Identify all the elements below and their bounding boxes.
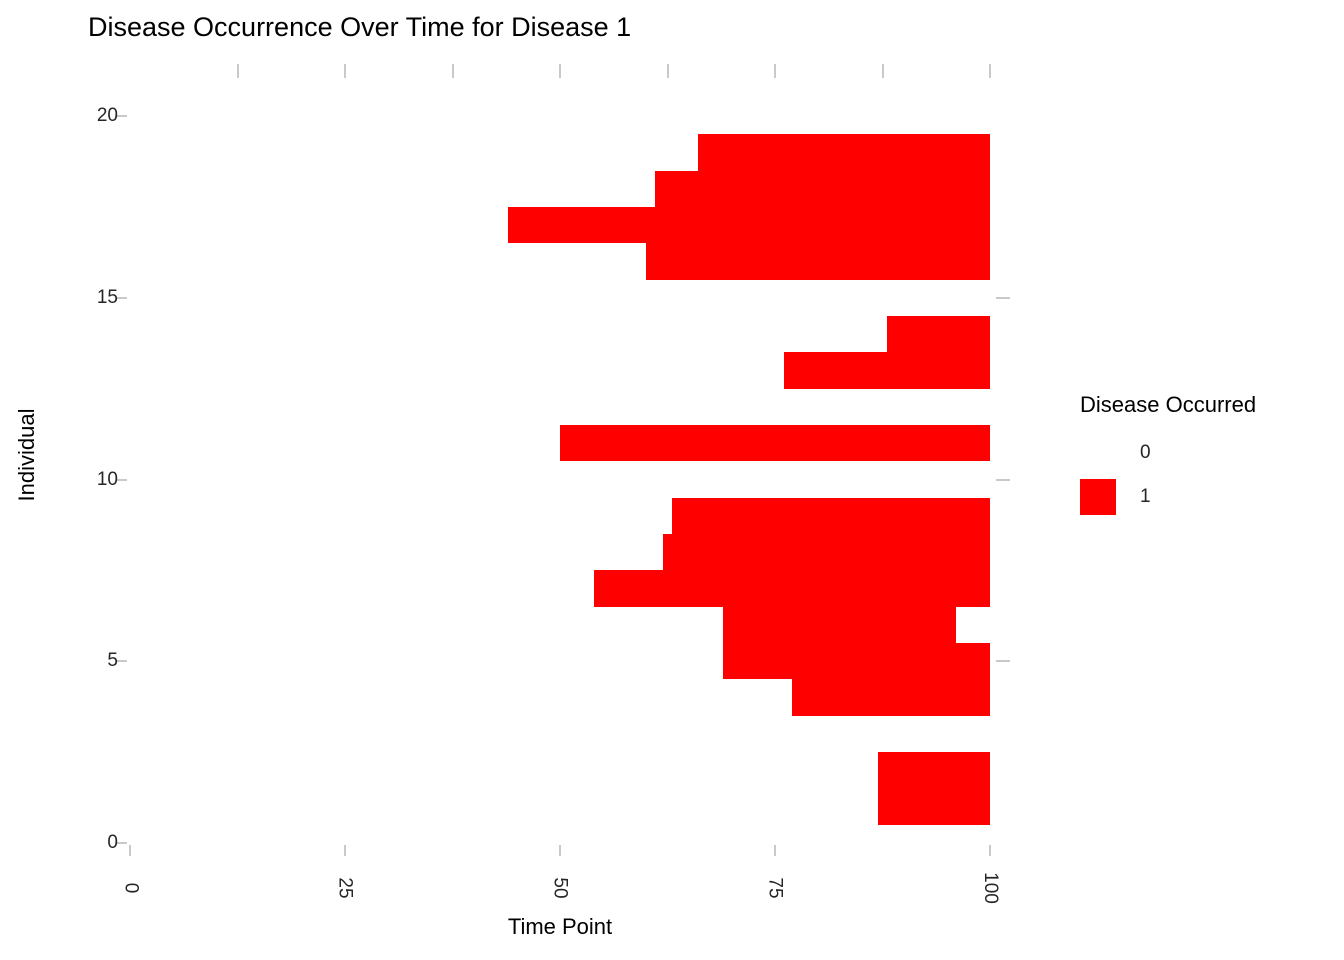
y-tick-mark bbox=[116, 660, 127, 663]
disease-bar bbox=[792, 679, 990, 716]
disease-bar bbox=[671, 497, 990, 535]
disease-bar bbox=[654, 170, 990, 207]
top-tick-mark bbox=[774, 64, 776, 78]
x-tick-label-text: 100 bbox=[979, 872, 1001, 904]
disease-bar bbox=[560, 424, 990, 462]
x-tick-mark bbox=[129, 845, 131, 856]
legend-item-label: 1 bbox=[1140, 486, 1151, 507]
disease-bar bbox=[594, 570, 990, 607]
y-tick-mark bbox=[116, 842, 127, 844]
x-tick-label: 100 bbox=[950, 872, 1030, 904]
x-tick-label: 50 bbox=[520, 876, 600, 900]
top-tick-mark bbox=[236, 64, 239, 78]
x-axis-title: Time Point bbox=[507, 914, 613, 939]
disease-bar bbox=[878, 788, 990, 825]
x-tick-label: 75 bbox=[735, 876, 815, 900]
disease-bar bbox=[697, 134, 990, 171]
legend-title: Disease Occurred bbox=[1080, 392, 1257, 417]
disease-bar bbox=[508, 206, 990, 244]
x-tick-label-text: 0 bbox=[119, 882, 141, 894]
x-tick-mark bbox=[344, 845, 346, 856]
legend-item-label: 0 bbox=[1140, 442, 1151, 463]
x-tick-label: 0 bbox=[90, 876, 170, 900]
disease-bar bbox=[723, 643, 990, 680]
y-tick-label: 0 bbox=[107, 832, 118, 853]
chart-title: Disease Occurrence Over Time for Disease… bbox=[88, 12, 632, 42]
top-tick-mark bbox=[989, 64, 991, 78]
top-tick-mark bbox=[881, 64, 884, 78]
right-tick-mark bbox=[996, 478, 1010, 481]
y-tick-label: 15 bbox=[96, 286, 118, 308]
x-tick-mark bbox=[989, 845, 991, 856]
x-tick-label-text: 75 bbox=[764, 877, 786, 899]
y-tick-label: 10 bbox=[96, 468, 118, 490]
x-tick-label-text: 25 bbox=[334, 877, 356, 899]
x-tick-mark bbox=[559, 845, 561, 856]
legend-key-swatch bbox=[1080, 435, 1116, 471]
top-tick-mark bbox=[344, 64, 346, 78]
top-tick-mark bbox=[451, 64, 454, 78]
disease-bar bbox=[723, 606, 956, 644]
y-tick-mark bbox=[116, 115, 127, 117]
y-axis-title: Individual bbox=[14, 408, 39, 502]
disease-bar bbox=[878, 752, 990, 789]
x-tick-mark bbox=[774, 845, 776, 856]
right-tick-mark bbox=[996, 296, 1010, 299]
y-tick-label: 20 bbox=[96, 105, 118, 126]
disease-bar bbox=[783, 352, 990, 389]
right-tick-mark bbox=[996, 660, 1010, 663]
legend-item-0: 0 bbox=[1080, 434, 1336, 472]
top-tick-mark bbox=[559, 64, 561, 78]
disease-bar bbox=[886, 315, 990, 353]
legend-item-1: 1 bbox=[1080, 478, 1336, 516]
y-tick-mark bbox=[116, 478, 127, 481]
x-tick-label-text: 50 bbox=[549, 877, 571, 899]
x-tick-label: 25 bbox=[305, 876, 385, 900]
legend-key-swatch bbox=[1080, 479, 1116, 515]
y-tick-mark bbox=[116, 296, 127, 299]
y-tick-label: 5 bbox=[107, 650, 118, 672]
disease-bar bbox=[663, 534, 990, 571]
disease-bar bbox=[646, 243, 990, 280]
top-tick-mark bbox=[666, 64, 669, 78]
